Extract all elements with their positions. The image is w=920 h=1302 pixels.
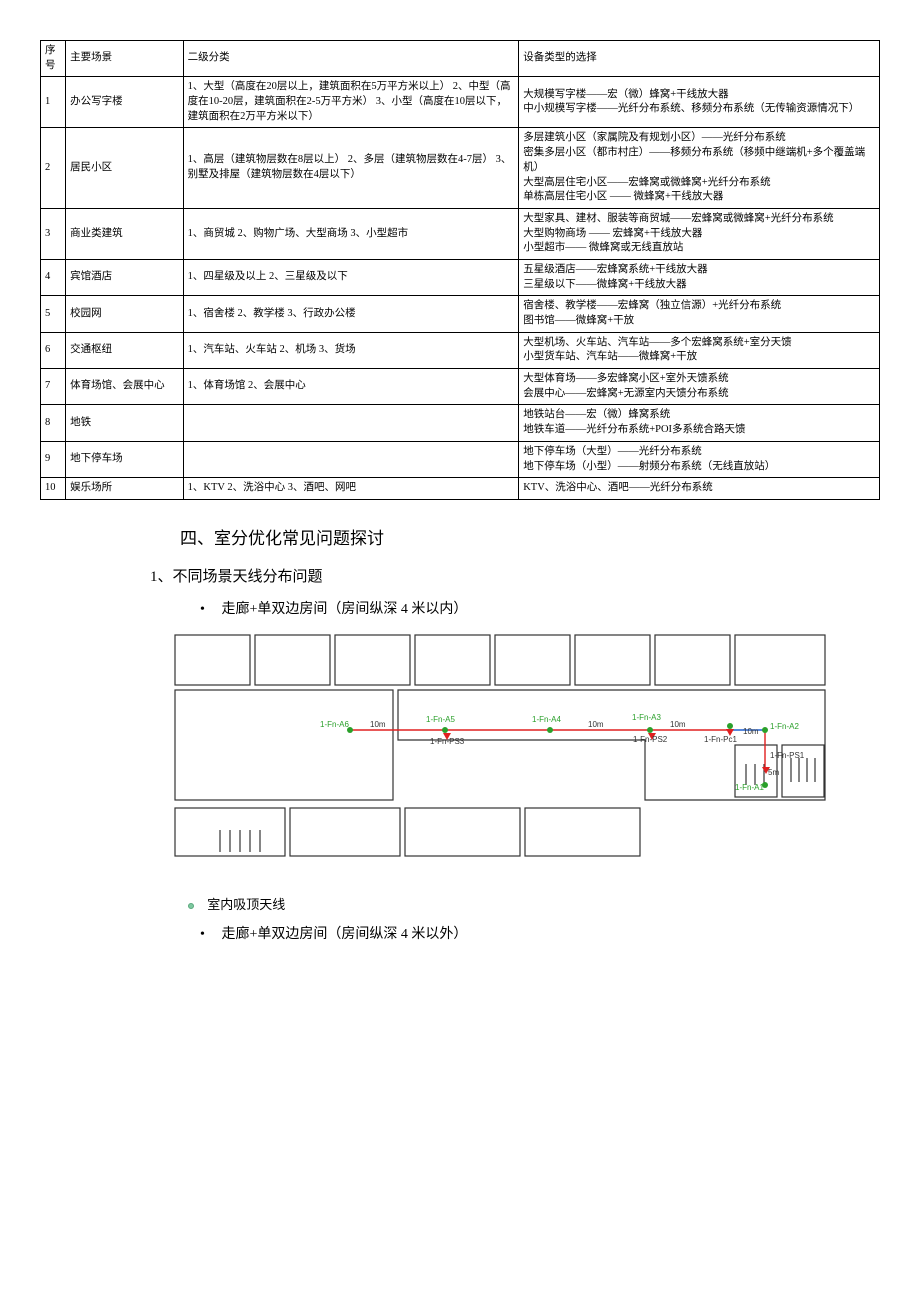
sub-heading-1: 1、不同场景天线分布问题	[150, 565, 880, 586]
cell-num: 3	[41, 208, 66, 259]
label-a2: 1-Fn-A2	[770, 722, 799, 731]
label-ps3: 1-Fn-PS3	[430, 737, 465, 746]
label-10m-1: 10m	[370, 720, 386, 729]
cell-class: 1、体育场馆 2、会展中心	[183, 369, 519, 405]
bullet-1: • 走廊+单双边房间（房间纵深 4 米以内）	[200, 598, 880, 618]
label-10m-4: 10m	[743, 727, 759, 736]
label-ps2: 1-Fn-PS2	[633, 735, 668, 744]
header-class: 二级分类	[183, 41, 519, 77]
cell-select: 大型机场、火车站、汽车站——多个宏蜂窝系统+室分天馈 小型货车站、汽车站——微蜂…	[519, 332, 880, 368]
cell-scene: 地下停车场	[66, 441, 183, 477]
bullet-2: • 走廊+单双边房间（房间纵深 4 米以外）	[200, 923, 880, 943]
label-pc1: 1-Fn-Pc1	[704, 735, 737, 744]
cell-select: 五星级酒店——宏蜂窝系统+干线放大器 三星级以下——微蜂窝+干线放大器	[519, 259, 880, 295]
cell-num: 4	[41, 259, 66, 295]
table-row: 10娱乐场所1、KTV 2、洗浴中心 3、酒吧、网吧KTV、洗浴中心、酒吧——光…	[41, 478, 880, 500]
cell-select: 宿舍楼、教学楼——宏蜂窝（独立信源）+光纤分布系统 图书馆——微蜂窝+干放	[519, 296, 880, 332]
cell-scene: 宾馆酒店	[66, 259, 183, 295]
cell-scene: 商业类建筑	[66, 208, 183, 259]
legend-line: 室内吸顶天线	[188, 894, 880, 913]
header-select: 设备类型的选择	[519, 41, 880, 77]
legend-text: 室内吸顶天线	[207, 897, 285, 912]
table-row: 7体育场馆、会展中心1、体育场馆 2、会展中心大型体育场——多宏蜂窝小区+室外天…	[41, 369, 880, 405]
cell-class: 1、汽车站、火车站 2、机场 3、货场	[183, 332, 519, 368]
cell-class	[183, 441, 519, 477]
cell-num: 7	[41, 369, 66, 405]
cell-num: 8	[41, 405, 66, 441]
cell-class: 1、高层（建筑物层数在8层以上） 2、多层（建筑物层数在4-7层） 3、别墅及排…	[183, 128, 519, 208]
table-row: 2居民小区1、高层（建筑物层数在8层以上） 2、多层（建筑物层数在4-7层） 3…	[41, 128, 880, 208]
header-scene: 主要场景	[66, 41, 183, 77]
cell-scene: 居民小区	[66, 128, 183, 208]
header-num: 序号	[41, 41, 66, 77]
cell-num: 1	[41, 77, 66, 128]
cell-num: 6	[41, 332, 66, 368]
cell-scene: 办公写字楼	[66, 77, 183, 128]
cell-num: 9	[41, 441, 66, 477]
cell-select: 地下停车场（大型）——光纤分布系统 地下停车场（小型）——射频分布系统（无线直放…	[519, 441, 880, 477]
label-a3: 1-Fn-A3	[632, 713, 661, 722]
floor-plan-diagram: 1-Fn-A6 10m 1-Fn-A5 1-Fn-PS3 1-Fn-A4 10m…	[170, 630, 830, 886]
table-row: 1办公写字楼1、大型（高度在20层以上，建筑面积在5万平方米以上） 2、中型（高…	[41, 77, 880, 128]
cell-select: KTV、洗浴中心、酒吧——光纤分布系统	[519, 478, 880, 500]
cell-class: 1、四星级及以上 2、三星级及以下	[183, 259, 519, 295]
table-row: 5校园网1、宿舍楼 2、教学楼 3、行政办公楼宿舍楼、教学楼——宏蜂窝（独立信源…	[41, 296, 880, 332]
cell-scene: 娱乐场所	[66, 478, 183, 500]
table-row: 8地铁 地铁站台——宏（微）蜂窝系统 地铁车道——光纤分布系统+POI多系统合路天…	[41, 405, 880, 441]
label-a4: 1-Fn-A4	[532, 715, 561, 724]
cell-scene: 交通枢纽	[66, 332, 183, 368]
cell-select: 大型体育场——多宏蜂窝小区+室外天馈系统 会展中心——宏蜂窝+无源室内天馈分布系…	[519, 369, 880, 405]
label-5m: 5m	[768, 768, 779, 777]
label-a5: 1-Fn-A5	[426, 715, 455, 724]
bullet-dot-2: •	[200, 927, 218, 943]
bullet-dot: •	[200, 602, 218, 618]
cell-select: 大规模写字楼——宏（微）蜂窝+干线放大器 中小规模写字楼——光纤分布系统、移频分…	[519, 77, 880, 128]
cell-select: 大型家具、建材、服装等商贸城——宏蜂窝或微蜂窝+光纤分布系统 大型购物商场 ——…	[519, 208, 880, 259]
equipment-selection-table: 序号 主要场景 二级分类 设备类型的选择 1办公写字楼1、大型（高度在20层以上…	[40, 40, 880, 500]
cell-select: 地铁站台——宏（微）蜂窝系统 地铁车道——光纤分布系统+POI多系统合路天馈	[519, 405, 880, 441]
bullet-2-text: 走廊+单双边房间（房间纵深 4 米以外）	[222, 927, 468, 942]
table-row: 9地下停车场 地下停车场（大型）——光纤分布系统 地下停车场（小型）——射频分布系…	[41, 441, 880, 477]
cell-num: 2	[41, 128, 66, 208]
table-row: 3商业类建筑1、商贸城 2、购物广场、大型商场 3、小型超市大型家具、建材、服装…	[41, 208, 880, 259]
table-header-row: 序号 主要场景 二级分类 设备类型的选择	[41, 41, 880, 77]
cell-num: 5	[41, 296, 66, 332]
section-4-heading: 四、室分优化常见问题探讨	[180, 524, 880, 549]
cell-class	[183, 405, 519, 441]
floor-plan-svg: 1-Fn-A6 10m 1-Fn-A5 1-Fn-PS3 1-Fn-A4 10m…	[170, 630, 830, 886]
label-a1: 1-Fn-A1	[735, 783, 764, 792]
cell-class: 1、宿舍楼 2、教学楼 3、行政办公楼	[183, 296, 519, 332]
label-10m-3: 10m	[670, 720, 686, 729]
cell-class: 1、大型（高度在20层以上，建筑面积在5万平方米以上） 2、中型（高度在10-2…	[183, 77, 519, 128]
cell-scene: 体育场馆、会展中心	[66, 369, 183, 405]
label-10m-2: 10m	[588, 720, 604, 729]
bullet-1-text: 走廊+单双边房间（房间纵深 4 米以内）	[222, 602, 468, 617]
cell-class: 1、商贸城 2、购物广场、大型商场 3、小型超市	[183, 208, 519, 259]
table-row: 4宾馆酒店1、四星级及以上 2、三星级及以下五星级酒店——宏蜂窝系统+干线放大器…	[41, 259, 880, 295]
legend-dot-icon	[188, 903, 194, 909]
cell-scene: 校园网	[66, 296, 183, 332]
cell-scene: 地铁	[66, 405, 183, 441]
label-a6: 1-Fn-A6	[320, 720, 349, 729]
cell-select: 多层建筑小区（家属院及有规划小区）——光纤分布系统 密集多层小区（都市村庄）——…	[519, 128, 880, 208]
cell-num: 10	[41, 478, 66, 500]
table-row: 6交通枢纽1、汽车站、火车站 2、机场 3、货场大型机场、火车站、汽车站——多个…	[41, 332, 880, 368]
label-ps1: 1-Fn-PS1	[770, 751, 805, 760]
cell-class: 1、KTV 2、洗浴中心 3、酒吧、网吧	[183, 478, 519, 500]
